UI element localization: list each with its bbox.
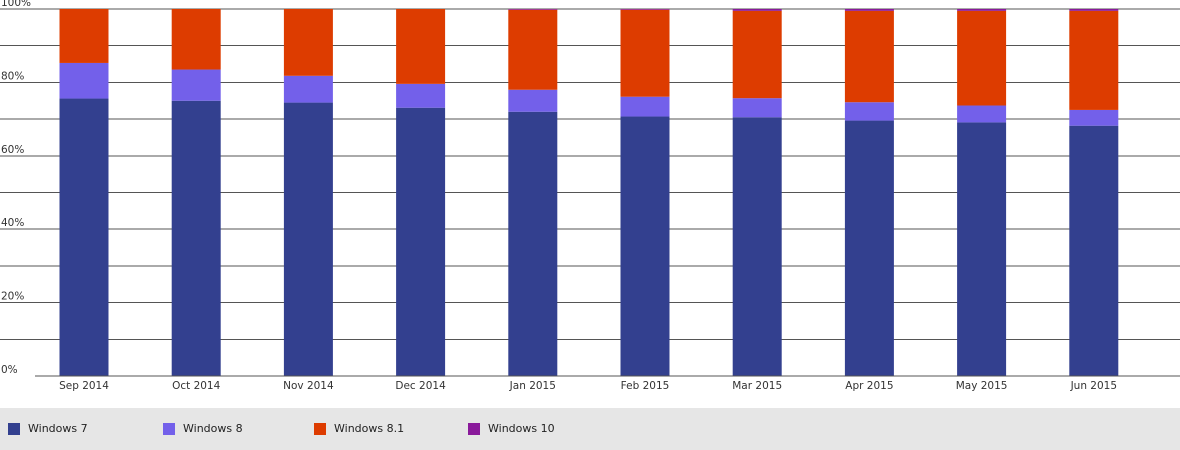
x-tick-label: Feb 2015 bbox=[621, 380, 670, 392]
legend-swatch-windows-8-1 bbox=[314, 423, 326, 435]
bar-segment-windows-8-1[interactable] bbox=[508, 9, 558, 90]
y-tick-label: 20% bbox=[1, 291, 24, 303]
y-tick-label: 0% bbox=[1, 364, 18, 376]
legend-label: Windows 10 bbox=[488, 422, 555, 435]
bar-segment-windows-10[interactable] bbox=[957, 9, 1007, 11]
y-tick-label: 40% bbox=[1, 217, 24, 229]
x-tick-label: Jan 2015 bbox=[509, 380, 556, 392]
bar-segment-windows-8-1[interactable] bbox=[732, 10, 782, 99]
bar-segment-windows-10[interactable] bbox=[1069, 9, 1119, 11]
bar-segment-windows-8-1[interactable] bbox=[283, 9, 333, 76]
bar-segment-windows-8-1[interactable] bbox=[620, 9, 670, 97]
bar-segment-windows-8[interactable] bbox=[732, 98, 782, 118]
bar-segment-windows-8[interactable] bbox=[1069, 109, 1119, 126]
bar-segment-windows-8-1[interactable] bbox=[59, 9, 109, 63]
bar-segment-windows-7[interactable] bbox=[620, 116, 670, 376]
bar-segment-windows-8[interactable] bbox=[396, 83, 446, 108]
bar-segment-windows-7[interactable] bbox=[171, 100, 221, 376]
x-tick-label: Sep 2014 bbox=[59, 380, 109, 392]
legend-swatch-windows-7 bbox=[8, 423, 20, 435]
bar-segment-windows-10[interactable] bbox=[620, 9, 670, 10]
axis-layer: 0% 20% 40% 60% 80% 100% Sep 2014 Oct 2014 Nov 20… bbox=[1, 0, 1180, 392]
x-tick-label: Jun 2015 bbox=[1070, 380, 1117, 392]
bar-segment-windows-7[interactable] bbox=[396, 107, 446, 377]
y-tick-label: 80% bbox=[1, 70, 24, 82]
x-tick-label: Oct 2014 bbox=[172, 380, 221, 392]
bar-segment-windows-8[interactable] bbox=[620, 96, 670, 117]
bar-segment-windows-10[interactable] bbox=[508, 9, 558, 10]
stacked-bar-chart: 0% 20% 40% 60% 80% 100% Sep 2014 Oct 2014 Nov 20… bbox=[0, 0, 1180, 392]
bar-segment-windows-8-1[interactable] bbox=[396, 9, 446, 84]
bar-segment-windows-10[interactable] bbox=[844, 9, 894, 11]
bar-segment-windows-7[interactable] bbox=[732, 117, 782, 376]
bars-layer bbox=[59, 9, 1119, 377]
bar-segment-windows-8-1[interactable] bbox=[171, 9, 221, 70]
legend-label: Windows 8 bbox=[183, 422, 243, 435]
bar-segment-windows-8-1[interactable] bbox=[957, 10, 1007, 106]
bar-segment-windows-7[interactable] bbox=[508, 111, 558, 376]
y-tick-label: 60% bbox=[1, 144, 24, 156]
bar-segment-windows-10[interactable] bbox=[732, 9, 782, 11]
bar-segment-windows-8[interactable] bbox=[844, 102, 894, 121]
bar-segment-windows-8[interactable] bbox=[59, 62, 109, 99]
x-tick-label: May 2015 bbox=[956, 380, 1008, 392]
legend-label: Windows 7 bbox=[28, 422, 88, 435]
x-tick-label: Dec 2014 bbox=[395, 380, 446, 392]
bar-segment-windows-8[interactable] bbox=[957, 105, 1007, 123]
bar-segment-windows-7[interactable] bbox=[844, 120, 894, 377]
bar-segment-windows-7[interactable] bbox=[957, 122, 1007, 376]
bar-segment-windows-7[interactable] bbox=[59, 98, 109, 376]
bar-segment-windows-8[interactable] bbox=[171, 69, 221, 101]
y-tick-label: 100% bbox=[1, 0, 31, 9]
legend: Windows 7 Windows 8 Windows 8.1 Windows … bbox=[0, 408, 1180, 450]
bar-segment-windows-8[interactable] bbox=[283, 75, 333, 103]
bar-segment-windows-7[interactable] bbox=[1069, 125, 1119, 377]
bar-segment-windows-8[interactable] bbox=[508, 89, 558, 112]
legend-swatch-windows-8 bbox=[163, 423, 175, 435]
bar-segment-windows-8-1[interactable] bbox=[844, 10, 894, 103]
bar-segment-windows-7[interactable] bbox=[283, 102, 333, 377]
x-tick-label: Mar 2015 bbox=[732, 380, 782, 392]
x-tick-label: Nov 2014 bbox=[283, 380, 334, 392]
legend-swatch-windows-10 bbox=[468, 423, 480, 435]
legend-label: Windows 8.1 bbox=[334, 422, 405, 435]
bar-segment-windows-8-1[interactable] bbox=[1069, 10, 1119, 110]
x-tick-label: Apr 2015 bbox=[845, 380, 893, 392]
